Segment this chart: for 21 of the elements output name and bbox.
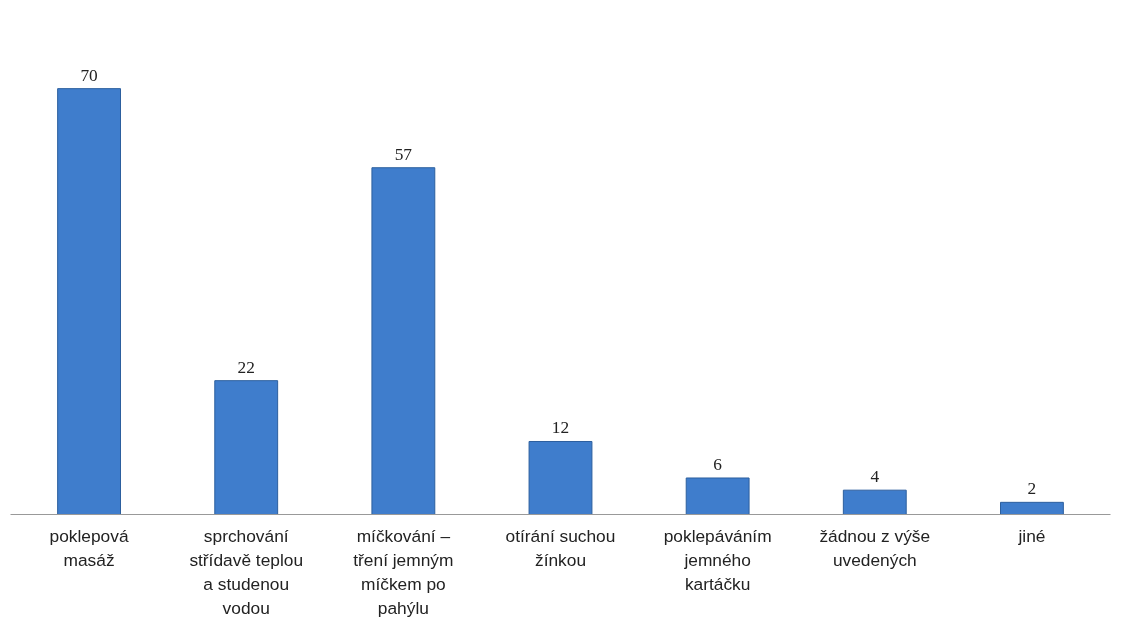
bar [842, 489, 907, 515]
x-tick-label: otírání suchou žínkou [505, 525, 616, 570]
x-tick-label: míčkování – tření jemným míčkem po pahýlu [353, 525, 454, 618]
bar [214, 380, 279, 515]
data-label: 6 [713, 455, 723, 474]
data-label: 22 [237, 357, 255, 377]
x-tick-label: žádnou z výše uvedených [819, 525, 931, 570]
bar [371, 167, 436, 515]
data-label: 2 [1027, 479, 1037, 499]
bar [57, 88, 121, 515]
x-tick-label: jiné [1017, 525, 1046, 546]
x-tick-label: poklepáváním jemného kartáčku [663, 525, 772, 594]
data-label: 12 [551, 418, 570, 438]
data-label: 70 [80, 65, 98, 85]
bar [1000, 501, 1064, 515]
bar [528, 441, 593, 515]
x-tick-label: sprchování střídavě teplou a studenou vodou [189, 525, 304, 618]
data-label: 57 [394, 144, 413, 164]
data-label: 4 [870, 467, 880, 487]
bar [685, 477, 750, 515]
x-tick-label: poklepová masáž [49, 525, 129, 570]
